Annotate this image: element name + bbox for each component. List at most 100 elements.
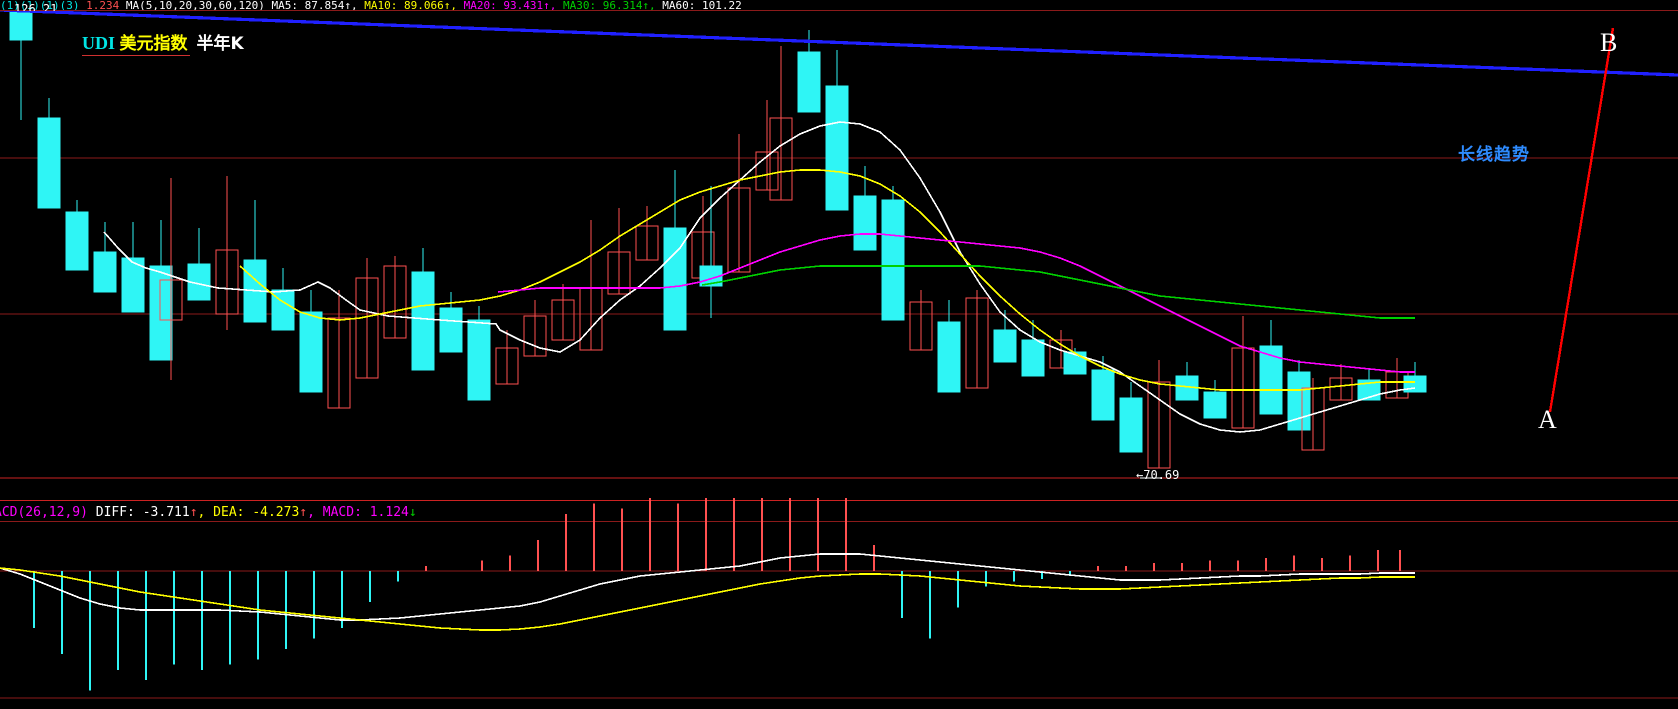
title-underline <box>82 55 190 56</box>
candle <box>909 290 933 351</box>
candle-body <box>635 225 659 261</box>
top-divider-rule <box>0 10 1678 11</box>
candle <box>327 290 351 409</box>
candle <box>993 310 1017 363</box>
candle <box>1287 360 1311 431</box>
candle-body <box>1063 351 1087 375</box>
candle <box>121 222 145 313</box>
candle-body <box>523 315 547 357</box>
candle-body <box>271 289 295 331</box>
macd-grid-lines <box>0 570 1678 699</box>
candle <box>1203 380 1227 419</box>
macd-diff-line <box>0 553 1415 621</box>
candle <box>853 166 877 251</box>
candle-body <box>965 297 989 389</box>
candle <box>215 176 239 330</box>
candle-body <box>215 249 239 315</box>
candle <box>65 200 89 271</box>
candle <box>1147 360 1171 469</box>
candle <box>93 222 117 293</box>
trend-annotation-label: 长线趋势 <box>1458 145 1530 165</box>
candle <box>1063 348 1087 375</box>
candle <box>635 206 659 261</box>
candle <box>965 290 989 389</box>
candle <box>159 178 183 380</box>
candle <box>1119 382 1143 453</box>
symbol-code: UDI <box>82 33 116 53</box>
macd-header-part-2: -3.711 <box>142 505 190 520</box>
candle-body <box>411 271 435 371</box>
candle-body <box>853 195 877 251</box>
candle-body <box>495 347 519 385</box>
candle <box>1175 362 1199 401</box>
candle-body <box>1287 371 1311 431</box>
candle-body <box>1203 391 1227 419</box>
candle-body <box>551 299 575 341</box>
macd-header[interactable]: ACD(26,12,9) DIFF: -3.711↑, DEA: -4.273↑… <box>0 506 417 520</box>
candle-body <box>439 307 463 353</box>
candle-body <box>993 329 1017 363</box>
status-segment-7: MA60: 101.22 <box>655 0 742 11</box>
candle-body <box>121 257 145 313</box>
candle-body <box>299 311 323 393</box>
candle <box>9 11 33 120</box>
candle <box>1231 316 1255 429</box>
candle-body <box>9 11 33 41</box>
candle-body <box>1259 345 1283 415</box>
candle-body <box>467 319 491 401</box>
macd-header-part-0: ACD(26,12,9) <box>0 505 88 520</box>
candle <box>149 220 173 361</box>
macd-header-part-8: 1.124 <box>369 505 409 520</box>
candle-body <box>755 151 779 191</box>
candle-body <box>159 279 183 321</box>
candle <box>299 290 323 393</box>
candle-body <box>663 227 687 331</box>
macd-plot[interactable] <box>0 498 1678 709</box>
candle <box>271 268 295 331</box>
macd-header-part-5: -4.273 <box>252 505 300 520</box>
chart-title: UDI 美元指数 半年K <box>82 33 244 54</box>
ab-projection-line <box>1548 27 1615 413</box>
macd-signal-lines <box>0 553 1415 631</box>
status-segment-5: MA20: 93.431↑, <box>457 0 557 11</box>
ma-line-MA30 <box>701 265 1415 319</box>
candle-body <box>909 301 933 351</box>
status-segment-6: MA30: 96.314↑, <box>556 0 656 11</box>
candle-body <box>65 211 89 271</box>
symbol-name: 美元指数 <box>119 34 188 54</box>
candlestick-plot[interactable] <box>0 11 1678 498</box>
candle <box>1259 320 1283 415</box>
long-term-trendline <box>0 11 1678 77</box>
point-a-label: A <box>1538 405 1557 434</box>
candle-body <box>93 251 117 293</box>
status-segment-3: MA5: 87.854↑, <box>264 0 358 11</box>
macd-pane[interactable] <box>0 498 1678 709</box>
candle <box>411 248 435 371</box>
ma-line-MA10 <box>239 169 1415 391</box>
candle <box>355 258 379 379</box>
candlestick-series <box>9 11 1427 469</box>
macd-header-part-9: ↓ <box>408 505 417 520</box>
candle <box>1091 356 1115 421</box>
candle-body <box>1119 397 1143 453</box>
candle-body <box>607 251 631 295</box>
macd-header-part-3: ↑ <box>189 505 198 520</box>
macd-top-rule <box>0 500 1678 501</box>
candle <box>467 306 491 401</box>
status-segment-0: (1)(1)(1)(3) <box>0 0 80 11</box>
candle-body <box>1021 339 1045 377</box>
candle <box>243 200 267 323</box>
ma-line-MA5 <box>103 121 1416 433</box>
period-label: 半年K <box>196 34 244 54</box>
candle <box>523 300 547 357</box>
status-segment-2: MA(5,10,20,30,60,120) <box>119 0 265 11</box>
candle <box>1329 364 1353 401</box>
candle <box>439 292 463 353</box>
candle-body <box>797 51 821 113</box>
candle-body <box>149 265 173 361</box>
top-status-bar: (1)(1)(1)(3) 1.234 MA(5,10,20,30,60,120)… <box>0 0 1678 11</box>
candle-body <box>769 117 793 201</box>
ma-line-MA20 <box>497 233 1415 373</box>
price-pane[interactable] <box>0 11 1678 498</box>
